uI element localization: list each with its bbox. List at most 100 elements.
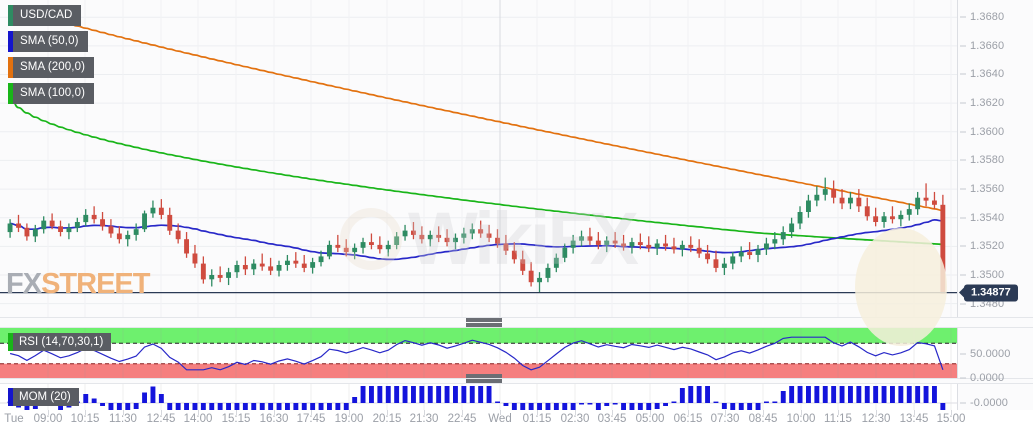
price-axis-label: 1.3500 xyxy=(970,269,1005,282)
time-axis-tick xyxy=(274,410,275,415)
time-axis-label: 22:45 xyxy=(447,413,477,425)
series-usdcad-legend-label: USD/CAD xyxy=(13,5,82,26)
time-axis-label: 02:30 xyxy=(560,413,590,425)
time-axis-label: Wed xyxy=(488,413,512,425)
time-axis-tick xyxy=(650,410,651,415)
time-axis-label: 19:00 xyxy=(334,413,364,425)
legend-row-series-sma-200[interactable]: SMA (200,0) xyxy=(8,57,158,78)
time-axis-label: 03:45 xyxy=(597,413,627,425)
price-axis-tick xyxy=(960,217,966,219)
price-axis-label: 1.3520 xyxy=(970,240,1005,253)
time-axis[interactable]: Tue 09:00 10:15 11:30 12:45 14:00 15:15 16:30 17… xyxy=(0,410,1033,433)
time-axis-label: 05:00 xyxy=(635,413,665,425)
price-axis-label: 1.3640 xyxy=(970,68,1005,81)
time-axis-tick xyxy=(462,410,463,415)
current-price-badge[interactable]: 1.34877 xyxy=(964,284,1018,302)
time-axis-label: 15:00 xyxy=(936,413,966,425)
time-axis-tick xyxy=(123,410,124,415)
time-axis-tick xyxy=(161,410,162,415)
time-axis-tick xyxy=(951,410,952,415)
time-axis-label: 20:15 xyxy=(372,413,402,425)
time-axis-label: 13:45 xyxy=(899,413,929,425)
time-axis-tick xyxy=(424,410,425,415)
time-axis-label: 01:15 xyxy=(522,413,552,425)
momentum-svg xyxy=(0,384,958,410)
time-axis-label: 08:45 xyxy=(748,413,778,425)
time-axis-label: 07:30 xyxy=(710,413,740,425)
momentum-legend[interactable]: MOM (20) xyxy=(8,388,79,406)
price-axis-tick xyxy=(960,45,966,47)
series-sma-200-legend-label: SMA (200,0) xyxy=(13,57,95,78)
price-plot-area[interactable] xyxy=(0,0,958,317)
time-axis-tick xyxy=(688,410,689,415)
price-axis-label: 1.3660 xyxy=(970,39,1005,52)
time-axis-tick xyxy=(349,410,350,415)
time-axis-tick xyxy=(725,410,726,415)
time-axis-tick xyxy=(838,410,839,415)
momentum-legend-label: MOM (20) xyxy=(13,388,79,406)
price-axis-tick xyxy=(960,159,966,161)
price-axis-label: 1.3540 xyxy=(970,211,1005,224)
time-axis-tick xyxy=(801,410,802,415)
price-chart-panel[interactable]: 1.3680 1.3660 1.3640 1.3620 1.3600 1.3580 1.35… xyxy=(0,0,1033,318)
rsi-axis-label: 0.0000 xyxy=(970,372,1005,384)
price-axis-tick xyxy=(960,245,966,247)
price-axis-label: 1.3560 xyxy=(970,183,1005,196)
momentum-axis-tick xyxy=(960,402,966,404)
time-axis-label: 10:00 xyxy=(786,413,816,425)
time-axis-label: 11:15 xyxy=(824,413,852,425)
time-axis-label: 09:00 xyxy=(33,413,63,425)
price-axis-tick xyxy=(960,102,966,104)
time-axis-tick xyxy=(85,410,86,415)
time-axis-label: Tue xyxy=(4,413,24,425)
series-sma-100-color-swatch xyxy=(8,83,13,104)
rsi-legend[interactable]: RSI (14,70,30,1) xyxy=(8,333,112,351)
time-axis-label: 17:45 xyxy=(296,413,326,425)
series-legend[interactable]: USD/CAD SMA (50,0) SMA (200,0) SMA (100,0) xyxy=(8,5,158,109)
time-axis-label: 14:00 xyxy=(183,413,213,425)
panel-resize-handle-rsi[interactable] xyxy=(466,318,502,327)
series-sma-200-color-swatch xyxy=(8,57,13,78)
price-axis-tick xyxy=(960,188,966,190)
price-axis-label: 1.3580 xyxy=(970,154,1005,167)
series-sma-100-legend-label: SMA (100,0) xyxy=(13,83,95,104)
price-axis-tick xyxy=(960,73,966,75)
time-axis-tick xyxy=(575,410,576,415)
time-axis-tick xyxy=(763,410,764,415)
price-axis-tick xyxy=(960,303,966,305)
time-axis-tick xyxy=(236,410,237,415)
panel-resize-handle-momentum[interactable] xyxy=(466,374,502,383)
momentum-color-swatch xyxy=(8,388,13,406)
rsi-plot-area[interactable] xyxy=(0,328,958,378)
time-axis-label: 15:15 xyxy=(221,413,251,425)
time-axis-label: 21:30 xyxy=(409,413,439,425)
legend-row-series-sma-100[interactable]: SMA (100,0) xyxy=(8,83,158,104)
time-axis-label: 10:15 xyxy=(70,413,100,425)
price-axis-label: 1.3600 xyxy=(970,125,1005,138)
rsi-color-swatch xyxy=(8,333,13,351)
time-axis-tick xyxy=(612,410,613,415)
series-usdcad-color-swatch xyxy=(8,5,13,26)
time-axis-tick xyxy=(198,410,199,415)
time-axis-tick xyxy=(311,410,312,415)
price-axis[interactable]: 1.3680 1.3660 1.3640 1.3620 1.3600 1.3580 1.35… xyxy=(957,0,1033,317)
rsi-axis: 50.0000 0.0000 xyxy=(957,328,1033,384)
time-axis-tick xyxy=(914,410,915,415)
series-sma-50-legend-label: SMA (50,0) xyxy=(13,31,88,52)
time-axis-tick xyxy=(876,410,877,415)
time-axis-label: 06:15 xyxy=(673,413,703,425)
momentum-panel[interactable]: -0.0000 MOM (20) xyxy=(0,383,1033,410)
rsi-panel[interactable]: 50.0000 0.0000 RSI (14,70,30,1) xyxy=(0,327,1033,384)
rsi-svg xyxy=(0,328,958,378)
series-sma-50-color-swatch xyxy=(8,31,13,52)
rsi-axis-tick xyxy=(960,353,966,354)
time-axis-label: 12:30 xyxy=(861,413,891,425)
momentum-plot-area[interactable] xyxy=(0,384,958,410)
price-axis-label: 1.3680 xyxy=(970,11,1005,24)
legend-row-series-usdcad[interactable]: USD/CAD xyxy=(8,5,158,26)
legend-row-series-sma-50[interactable]: SMA (50,0) xyxy=(8,31,158,52)
time-axis-tick xyxy=(500,410,501,415)
price-axis-tick xyxy=(960,16,966,18)
rsi-axis-tick xyxy=(960,377,966,379)
